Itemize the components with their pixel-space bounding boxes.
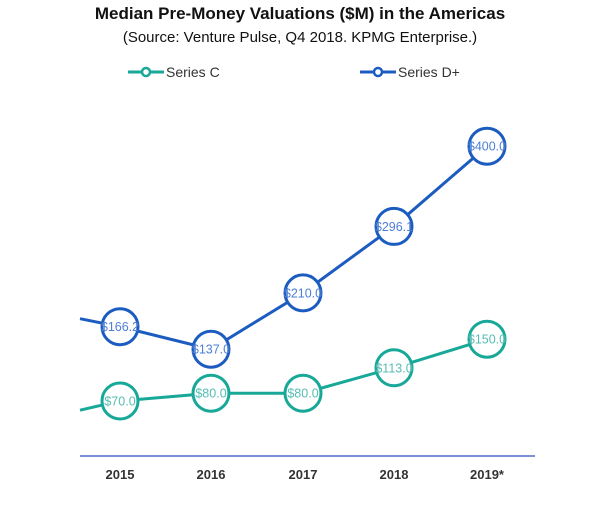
series-line-series-c xyxy=(79,337,488,412)
data-label: $80.0 xyxy=(287,387,318,401)
data-point-marker xyxy=(374,348,414,388)
legend-marker xyxy=(372,66,384,78)
data-label: $400.0 xyxy=(468,140,506,154)
data-point-marker xyxy=(283,273,323,313)
x-tick-label: 2019* xyxy=(470,467,505,482)
data-point-marker xyxy=(467,126,507,166)
chart-subtitle: (Source: Venture Pulse, Q4 2018. KPMG En… xyxy=(122,29,478,46)
data-point-marker xyxy=(374,206,414,246)
data-point-marker xyxy=(191,329,231,369)
x-tick-label: 2016 xyxy=(197,467,226,482)
series-line-series-d xyxy=(79,145,488,351)
legend-label: Series C xyxy=(166,64,220,80)
x-tick-label: 2018 xyxy=(380,467,409,482)
data-label: $166.2 xyxy=(101,320,139,334)
data-label: $113.0 xyxy=(375,361,412,375)
data-label: $150.0 xyxy=(468,333,506,347)
data-label: $296.1 xyxy=(375,220,413,234)
data-point-marker xyxy=(467,319,507,359)
data-label: $80.0 xyxy=(195,387,226,401)
chart-title: Median Pre-Money Valuations ($M) in the … xyxy=(94,4,506,23)
data-label: $70.0 xyxy=(104,394,135,408)
data-point-marker xyxy=(100,307,140,347)
data-point-marker xyxy=(283,373,323,413)
legend-label: Series D+ xyxy=(398,64,460,80)
data-label: $137.0 xyxy=(192,343,230,357)
x-tick-label: 2015 xyxy=(106,467,135,482)
legend-marker xyxy=(140,66,152,78)
data-point-marker xyxy=(191,373,231,413)
data-label: $210.0 xyxy=(284,286,322,300)
data-point-marker xyxy=(100,381,140,421)
x-tick-label: 2017 xyxy=(289,467,318,482)
